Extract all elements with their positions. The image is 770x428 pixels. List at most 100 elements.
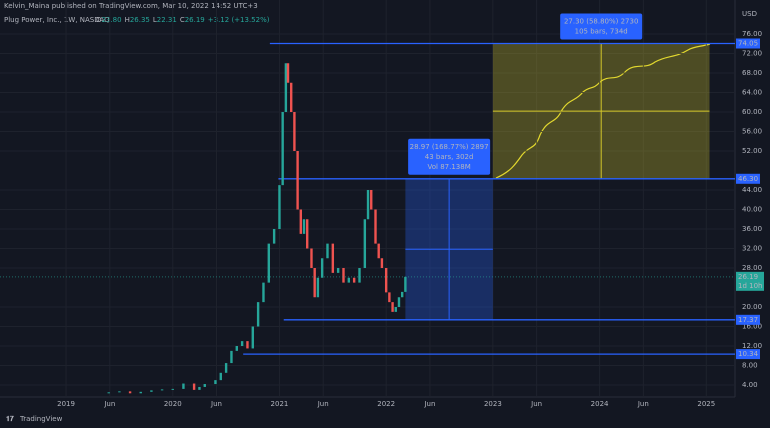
level-tag (736, 38, 760, 49)
publisher: Kelvin_Maina published on TradingView.co… (4, 2, 258, 10)
candle (352, 277, 356, 283)
candle (370, 190, 373, 210)
x-tick-label: Jun (530, 400, 542, 408)
measure-label-bg (560, 13, 643, 40)
candle (391, 302, 394, 312)
candle (107, 392, 110, 394)
candle (198, 386, 201, 390)
ohlc-item: L (153, 16, 157, 24)
candle (374, 209, 377, 244)
candle (384, 268, 388, 293)
candle (366, 190, 370, 220)
y-tick-label: 52.00 (742, 147, 762, 155)
x-tick-label: 2021 (271, 400, 289, 408)
candle (342, 268, 345, 283)
symbol: Plug Power, Inc., 1W, NASDAQ (4, 16, 110, 24)
candle (326, 243, 329, 259)
candle (404, 276, 407, 292)
y-tick-label: 40.00 (742, 206, 762, 214)
candle (313, 268, 316, 298)
y-tick-label: 12.00 (742, 342, 762, 350)
measure-label: 105 bars, 734d (575, 28, 628, 36)
candle (331, 243, 335, 273)
x-tick-label: Jun (210, 400, 222, 408)
ohlc-item: +3.12 (+13.52%) (208, 16, 270, 24)
level-tag (736, 314, 760, 325)
y-tick-label: 20.00 (742, 303, 762, 311)
ohlc-item: C (180, 16, 185, 24)
logo: 𝟏𝟕 (6, 415, 14, 423)
level-label: 10.34 (738, 350, 759, 358)
candle (377, 243, 380, 259)
candle (256, 302, 260, 327)
x-tick-label: Jun (317, 400, 329, 408)
candle (296, 151, 299, 210)
ohlc-item: 26.19 (185, 16, 205, 24)
ohlc-item: O (96, 16, 102, 24)
candle (267, 243, 270, 283)
measure-label: Vol 87.138M (428, 163, 471, 171)
y-tick-label: 32.00 (742, 245, 762, 253)
y-tick-label: 16.00 (742, 323, 762, 331)
last-price-tag (736, 271, 764, 291)
y-tick-label: 8.00 (742, 362, 758, 370)
x-tick-label: 2020 (164, 400, 182, 408)
y-tick-label: 36.00 (742, 225, 762, 233)
measure-label: 28.97 (168.77%) 2897 (410, 143, 489, 151)
candle (302, 219, 306, 234)
candle (320, 258, 324, 278)
y-tick-label: 28.00 (742, 264, 762, 272)
candle (380, 258, 384, 268)
candle (306, 219, 309, 249)
candle (235, 346, 238, 351)
candle (160, 389, 164, 391)
y-tick-label: 76.00 (742, 30, 762, 38)
y-tick-label: 56.00 (742, 128, 762, 136)
x-tick-label: Jun (637, 400, 649, 408)
candle (290, 82, 293, 112)
y-tick-label: 60.00 (742, 108, 762, 116)
x-tick-label: 2022 (377, 400, 395, 408)
y-tick-label: 44.00 (742, 186, 762, 194)
candle (347, 277, 351, 283)
measure-label: 43 bars, 302d (425, 153, 474, 161)
candle (388, 292, 391, 303)
last-price-label: 26.19 (738, 273, 758, 281)
y-tick-label: 68.00 (742, 69, 762, 77)
candle (192, 383, 196, 390)
candle (203, 384, 206, 387)
candle (219, 372, 222, 381)
level-tag (736, 349, 760, 360)
x-tick-label: 2023 (484, 400, 502, 408)
candle (358, 268, 361, 283)
candle (118, 391, 121, 393)
candle (400, 291, 404, 298)
candle (262, 282, 265, 303)
candle (310, 248, 313, 268)
candle (251, 326, 254, 349)
brand: TradingView (19, 415, 63, 423)
candle (363, 219, 367, 268)
candle (316, 277, 320, 298)
candle (214, 380, 217, 385)
candle (182, 383, 185, 389)
projection-curve (495, 43, 711, 179)
ohlc: O23.80 H26.35 L22.31 C26.19 +3.12 (+13.52%) (96, 16, 270, 24)
x-tick-label: Jun (423, 400, 435, 408)
candle (281, 112, 284, 186)
candle (278, 185, 281, 229)
candle (171, 388, 174, 390)
candle (397, 297, 401, 307)
y-tick-label: 72.00 (742, 50, 762, 58)
measure-label-bg (408, 138, 491, 175)
candle (286, 63, 290, 83)
y-tick-label: 4.00 (742, 381, 758, 389)
candle (284, 63, 288, 112)
ohlc-item: 26.35 (130, 16, 150, 24)
x-tick-label: 2025 (697, 400, 715, 408)
x-tick-label: 2019 (57, 400, 75, 408)
candle (272, 229, 276, 244)
candle (394, 307, 397, 312)
